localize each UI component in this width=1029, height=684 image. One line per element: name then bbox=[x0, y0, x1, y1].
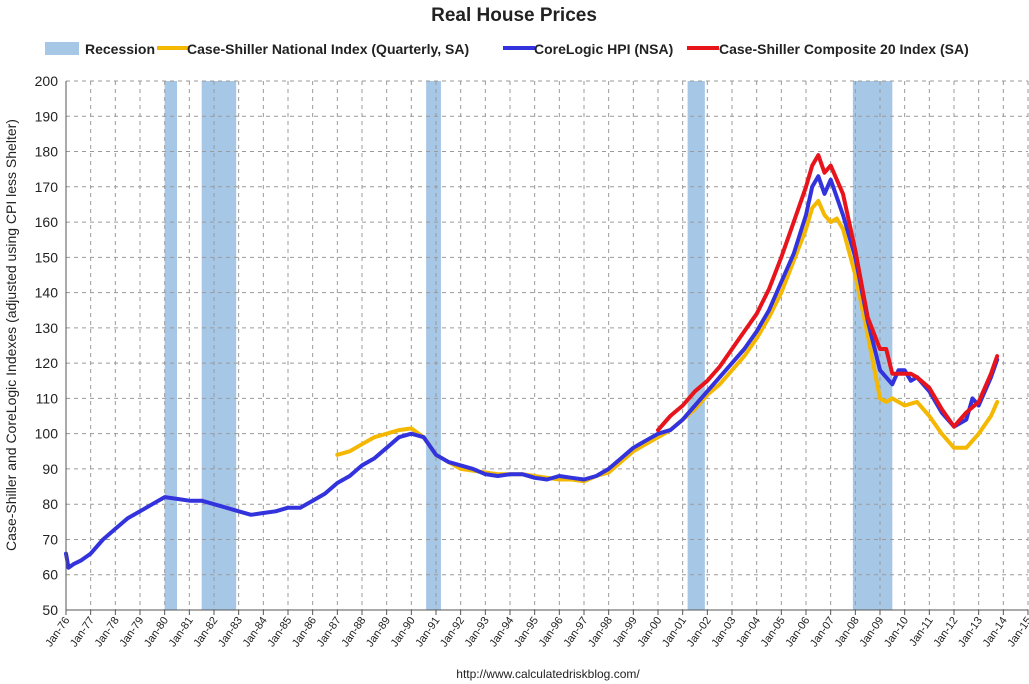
x-tick-label: Jan-07 bbox=[808, 615, 837, 649]
source-url: http://www.calculatedriskblog.com/ bbox=[456, 667, 640, 681]
x-tick-label: Jan-81 bbox=[167, 615, 196, 649]
x-tick-label: Jan-01 bbox=[660, 615, 689, 649]
legend-label-recession: Recession bbox=[85, 41, 155, 57]
legend-label-case-shiller-national: Case-Shiller National Index (Quarterly, … bbox=[187, 41, 469, 57]
x-tick-label: Jan-94 bbox=[487, 615, 516, 649]
x-axis-ticks: Jan-76Jan-77Jan-78Jan-79Jan-80Jan-81Jan-… bbox=[43, 610, 1029, 649]
recession-band-3 bbox=[426, 81, 441, 610]
corelogic-hpi-line bbox=[64, 174, 1000, 570]
y-tick-label: 90 bbox=[42, 461, 58, 477]
x-tick-label: Jan-10 bbox=[882, 615, 911, 649]
x-tick-label: Jan-96 bbox=[537, 615, 566, 649]
x-tick-label: Jan-02 bbox=[685, 615, 714, 649]
x-tick-label: Jan-98 bbox=[586, 615, 615, 649]
case-shiller-national-line bbox=[335, 198, 1000, 484]
x-tick-label: Jan-92 bbox=[438, 615, 467, 649]
y-tick-label: 60 bbox=[42, 567, 58, 583]
x-tick-label: Jan-95 bbox=[512, 615, 541, 649]
x-tick-label: Jan-15 bbox=[1005, 615, 1029, 649]
x-tick-label: Jan-83 bbox=[216, 615, 245, 649]
x-tick-label: Jan-76 bbox=[43, 615, 72, 649]
chart-title: Real House Prices bbox=[431, 5, 597, 26]
y-tick-label: 70 bbox=[42, 531, 58, 547]
x-tick-label: Jan-14 bbox=[981, 615, 1010, 649]
x-tick-label: Jan-84 bbox=[241, 615, 270, 649]
y-tick-label: 200 bbox=[35, 73, 59, 89]
x-tick-label: Jan-79 bbox=[117, 615, 146, 649]
x-tick-label: Jan-03 bbox=[709, 615, 738, 649]
axes bbox=[65, 81, 1028, 611]
x-tick-label: Jan-90 bbox=[389, 615, 418, 649]
x-tick-label: Jan-08 bbox=[833, 615, 862, 649]
y-tick-label: 130 bbox=[35, 320, 59, 336]
x-tick-label: Jan-87 bbox=[315, 615, 344, 649]
x-tick-label: Jan-12 bbox=[931, 615, 960, 649]
y-tick-label: 170 bbox=[35, 179, 59, 195]
x-tick-label: Jan-88 bbox=[339, 615, 368, 649]
x-tick-label: Jan-99 bbox=[611, 615, 640, 649]
x-tick-label: Jan-04 bbox=[734, 615, 763, 649]
recession-bands bbox=[164, 81, 893, 610]
x-tick-label: Jan-82 bbox=[191, 615, 220, 649]
recession-band-2 bbox=[201, 81, 237, 610]
x-tick-label: Jan-13 bbox=[956, 615, 985, 649]
y-tick-label: 100 bbox=[35, 426, 59, 442]
legend-label-corelogic: CoreLogic HPI (NSA) bbox=[534, 41, 673, 57]
y-axis-ticks: 50 60 70 80 90 100 110 120 130 140 150 160 170 180 190… bbox=[35, 73, 59, 618]
x-tick-label: Jan-97 bbox=[561, 615, 590, 649]
legend: Recession Case-Shiller National Index (Q… bbox=[45, 41, 969, 57]
y-axis-label: Case-Shiller and CoreLogic Indexes (adju… bbox=[3, 119, 19, 551]
y-tick-label: 110 bbox=[36, 390, 59, 406]
y-tick-label: 180 bbox=[35, 144, 59, 160]
y-tick-label: 150 bbox=[35, 249, 59, 265]
x-tick-label: Jan-85 bbox=[265, 615, 294, 649]
x-tick-label: Jan-09 bbox=[857, 615, 886, 649]
legend-label-composite-20: Case-Shiller Composite 20 Index (SA) bbox=[719, 41, 969, 57]
x-tick-label: Jan-91 bbox=[413, 615, 442, 649]
recession-band-4 bbox=[687, 81, 705, 610]
y-tick-label: 80 bbox=[42, 496, 58, 512]
composite-20-line bbox=[656, 153, 1000, 433]
x-tick-label: Jan-93 bbox=[463, 615, 492, 649]
recession-band-1 bbox=[164, 81, 177, 610]
x-tick-label: Jan-00 bbox=[635, 615, 664, 649]
legend-swatch-recession bbox=[45, 42, 79, 55]
x-tick-label: Jan-89 bbox=[364, 615, 393, 649]
x-tick-label: Jan-80 bbox=[142, 615, 171, 649]
y-tick-label: 160 bbox=[35, 214, 59, 230]
x-tick-label: Jan-78 bbox=[93, 615, 122, 649]
y-tick-label: 50 bbox=[42, 602, 58, 618]
x-tick-label: Jan-86 bbox=[290, 615, 319, 649]
y-tick-label: 190 bbox=[35, 108, 59, 124]
x-tick-label: Jan-06 bbox=[783, 615, 812, 649]
y-tick-label: 140 bbox=[35, 285, 59, 301]
y-tick-label: 120 bbox=[35, 355, 59, 371]
series-lines bbox=[64, 153, 1000, 570]
x-tick-label: Jan-05 bbox=[759, 615, 788, 649]
x-tick-label: Jan-77 bbox=[68, 615, 97, 649]
